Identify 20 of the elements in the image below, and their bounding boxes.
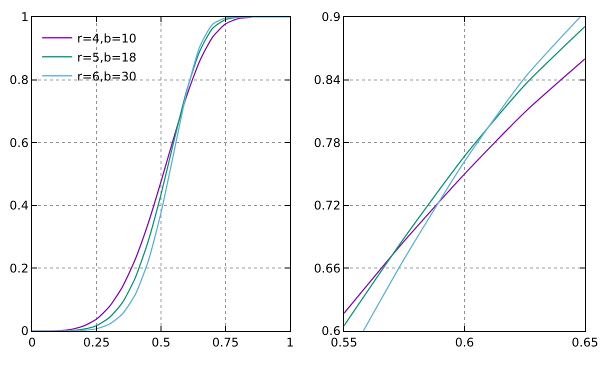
x-tick-label: 0.65 xyxy=(572,335,598,350)
x-tick-label: 1 xyxy=(286,335,294,350)
legend-label: r=6,b=30 xyxy=(77,69,137,84)
legend-label: r=4,b=10 xyxy=(77,31,137,46)
y-tick-label: 0.84 xyxy=(314,73,341,87)
x-tick-label: 0.75 xyxy=(212,335,239,350)
x-tick-label: 0.25 xyxy=(83,335,110,350)
y-tick-label: 0 xyxy=(20,324,29,338)
y-tick-label: 0.78 xyxy=(314,136,341,150)
y-tick-label: 0.8 xyxy=(10,73,29,87)
legend-label: r=5,b=18 xyxy=(77,50,137,64)
y-tick-label: 0.72 xyxy=(314,198,341,213)
x-tick-label: 0.6 xyxy=(454,335,474,350)
y-tick-label: 1 xyxy=(20,10,29,24)
y-tick-label: 0.4 xyxy=(10,198,29,213)
y-tick-label: 0.2 xyxy=(10,261,29,276)
y-tick-label: 0.6 xyxy=(10,136,29,150)
x-tick-label: 0.5 xyxy=(151,335,171,350)
y-tick-label: 0.9 xyxy=(322,10,341,24)
y-tick-label: 0.66 xyxy=(314,261,341,276)
